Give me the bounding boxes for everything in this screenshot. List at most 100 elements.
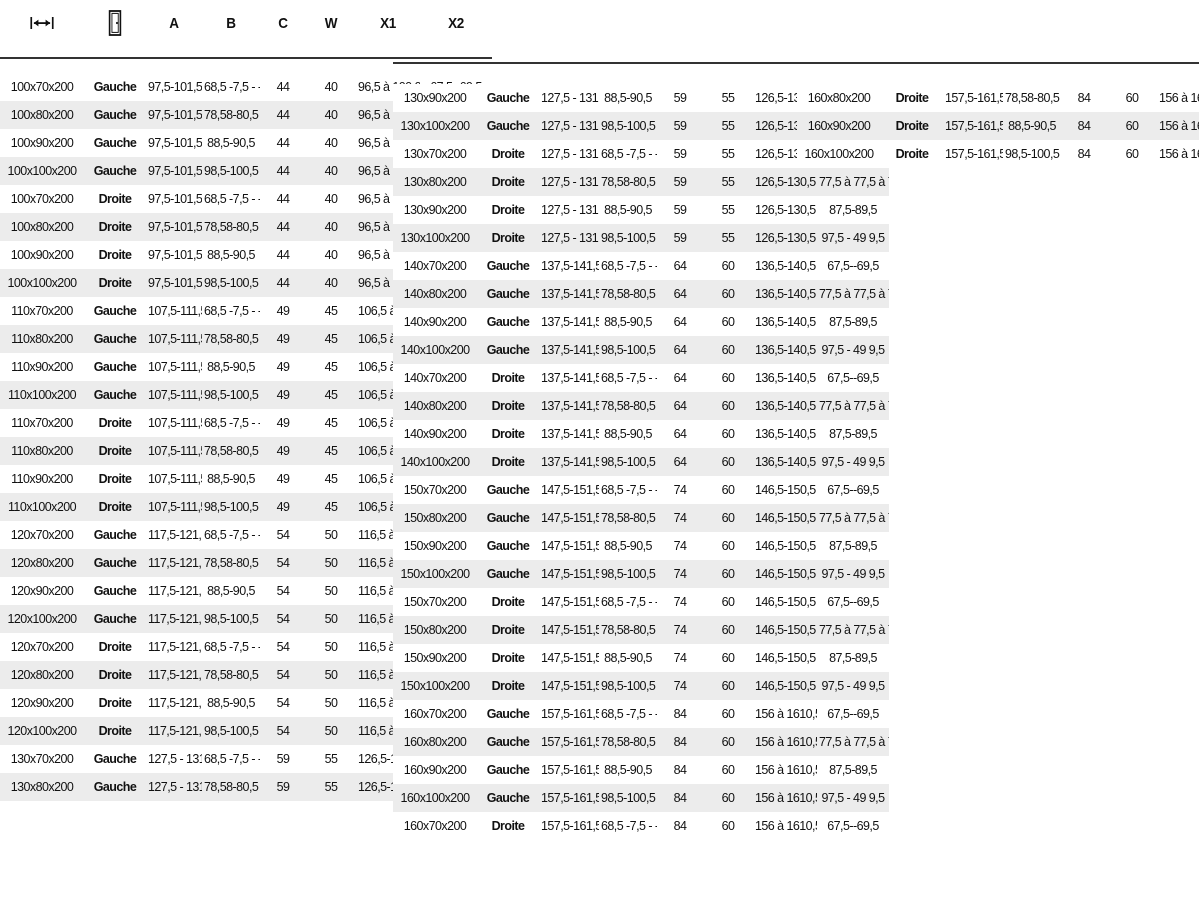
cell-x1: 136,5-140,5 xyxy=(755,371,816,385)
cell-x2: 87,5-89,5 xyxy=(829,203,877,217)
table-row[interactable]: 160x70x200 Droite 157,5-161,5 68,5 -7,5 - -… xyxy=(393,812,889,840)
cell-size: 130x70x200 xyxy=(403,147,467,161)
cell-side: Droite xyxy=(491,175,525,189)
table-row[interactable]: 150x80x200 Droite 147,5-151,5 78,58-80,5 74 6… xyxy=(393,616,889,644)
cell-c: 74 xyxy=(673,651,687,665)
cell-x1: 126,5-130,5 xyxy=(358,780,419,794)
table-row[interactable]: 130x70x200 Droite 127,5 - 131,568,5 -7,5 -… xyxy=(393,140,889,168)
cell-side: Droite xyxy=(895,119,929,133)
table-row[interactable]: 110x90x200 Droite 107,5-111,5 88,5-90,5 49 45… xyxy=(0,465,492,493)
table-row[interactable]: 120x90x200 Droite 117,5-121,5 88,5-90,5 54 50… xyxy=(0,689,492,717)
cell-a: 147,5-151,5 xyxy=(541,567,599,581)
table-row[interactable]: 130x80x200 Droite 127,5 - 131,578,58-80,5 5… xyxy=(393,168,889,196)
table-row[interactable]: 120x100x200 Droite 117,5-121,5 98,5-100,5 54… xyxy=(0,717,492,745)
table-row[interactable]: 130x100x200 Droite 127,5 - 131,598,5-100,5… xyxy=(393,224,889,252)
cell-side: Gauche xyxy=(486,511,530,525)
cell-b: 78,58-80,5 xyxy=(1005,91,1060,105)
rule-gap xyxy=(797,64,1199,84)
table-row[interactable]: 110x80x200 Droite 107,5-111,5 78,58-80,5 49 4… xyxy=(0,437,492,465)
table-row[interactable]: 140x80x200 Gauche 137,5-141,5 78,58-80,5 64 6… xyxy=(393,280,889,308)
table-row[interactable]: 150x90x200 Droite 147,5-151,5 88,5-90,5 74 60… xyxy=(393,644,889,672)
cell-size: 100x90x200 xyxy=(10,248,74,262)
table-row[interactable]: 110x90x200 Gauche 107,5-111,5 88,5-90,5 49 45… xyxy=(0,353,492,381)
table-row[interactable]: 150x90x200 Gauche 147,5-151,5 88,5-90,5 74 60… xyxy=(393,532,889,560)
table-row[interactable]: 160x100x200 Droite 157,5-161,5 98,5-100,5 84… xyxy=(797,140,1199,168)
cell-size: 160x80x200 xyxy=(807,91,871,105)
cell-x2: 67,5--69,5 xyxy=(827,483,879,497)
table-row[interactable]: 100x90x200 Gauche 97,5-101,5 88,5-90,5 44 40 9… xyxy=(0,129,492,157)
table-row[interactable]: 140x100x200 Gauche 137,5-141,5 98,5-100,5 64… xyxy=(393,336,889,364)
table-row[interactable]: 140x100x200 Droite 137,5-141,5 98,5-100,5 64… xyxy=(393,448,889,476)
table-row[interactable]: 150x80x200 Gauche 147,5-151,5 78,58-80,5 74 6… xyxy=(393,504,889,532)
cell-side: Droite xyxy=(491,399,525,413)
table-row[interactable]: 110x100x200 Droite 107,5-111,5 98,5-100,5 49… xyxy=(0,493,492,521)
cell-x1: 106,5 à 1100,5 xyxy=(358,332,420,346)
cell-c: 64 xyxy=(673,399,687,413)
cell-side: Gauche xyxy=(93,332,137,346)
table-row[interactable]: 160x70x200 Gauche 157,5-161,5 68,5 -7,5 - -… xyxy=(393,700,889,728)
table-row[interactable]: 160x90x200 Gauche 157,5-161,5 88,5-90,5 84 60… xyxy=(393,756,889,784)
table-row[interactable]: 120x70x200 Droite 117,5-121,5 68,5 -7,5 - -… xyxy=(0,633,492,661)
cell-x2: 67,5--69,5 xyxy=(430,416,482,430)
cell-x1: 156 à 1610,5 xyxy=(755,791,817,805)
cell-side: Droite xyxy=(491,203,525,217)
table-row[interactable]: 120x70x200 Gauche 117,5-121,5 68,5 -7,5 - -… xyxy=(0,521,492,549)
cell-side: Gauche xyxy=(486,763,530,777)
table-row[interactable]: 160x80x200 Droite 157,5-161,5 78,58-80,5 84 6… xyxy=(797,84,1199,112)
cell-size: 160x100x200 xyxy=(400,791,470,805)
cell-x2: 97,5 - 49 9,5 xyxy=(424,500,488,514)
table-row[interactable]: 130x70x200 Gauche 127,5 - 131,568,5 -7,5 -… xyxy=(0,745,492,773)
cell-w: 45 xyxy=(324,360,338,374)
cell-size: 130x100x200 xyxy=(400,231,470,245)
cell-x1: 126,5-130,5 xyxy=(358,752,419,766)
table-row[interactable]: 150x70x200 Droite 147,5-151,5 68,5 -7,5 - -… xyxy=(393,588,889,616)
table-row[interactable]: 110x70x200 Droite 107,5-111,5 68,5 -7,5 - -… xyxy=(0,409,492,437)
cell-w: 50 xyxy=(324,696,338,710)
table-row[interactable]: 160x90x200 Droite 157,5-161,5 88,5-90,5 84 60… xyxy=(797,112,1199,140)
table-row[interactable]: 120x80x200 Droite 117,5-121,5 78,58-80,5 54 5… xyxy=(0,661,492,689)
cell-x2: 67,5--69,5 xyxy=(430,304,482,318)
cell-x2: 87,5-89,5 xyxy=(829,763,877,777)
table-row[interactable]: 110x100x200 Gauche 107,5-111,5 98,5-100,5 49… xyxy=(0,381,492,409)
table-row[interactable]: 140x90x200 Gauche 137,5-141,5 88,5-90,5 64 60… xyxy=(393,308,889,336)
cell-a: 157,5-161,5 xyxy=(945,119,1003,133)
table-row[interactable]: 120x100x200 Gauche 117,5-121,5 98,5-100,5 54… xyxy=(0,605,492,633)
table-row[interactable]: 110x70x200 Gauche 107,5-111,5 68,5 -7,5 - -… xyxy=(0,297,492,325)
table-row[interactable]: 130x90x200 Gauche 127,5 - 131,5 88,5-90,5 59… xyxy=(393,84,889,112)
table-row[interactable]: 100x80x200 Droite 97,5-101,5 78,58-80,5 44 40… xyxy=(0,213,492,241)
table-row[interactable]: 110x80x200 Gauche 107,5-111,5 78,58-80,5 49 4… xyxy=(0,325,492,353)
table-row[interactable]: 100x100x200 Gauche 97,5-101,5 98,5-100,5 44 4… xyxy=(0,157,492,185)
table-row[interactable]: 130x90x200 Droite 127,5 - 131,5 88,5-90,5 59… xyxy=(393,196,889,224)
table-row[interactable]: 100x90x200 Droite 97,5-101,5 88,5-90,5 44 40 9… xyxy=(0,241,492,269)
cell-c: 64 xyxy=(673,371,687,385)
table-row[interactable]: 160x80x200 Gauche 157,5-161,5 78,58-80,5 84 6… xyxy=(393,728,889,756)
table-row[interactable]: 140x70x200 Gauche 137,5-141,5 68,5 -7,5 - -… xyxy=(393,252,889,280)
cell-b: 88,5-90,5 xyxy=(207,136,255,150)
table-row[interactable]: 120x90x200 Gauche 117,5-121,5 88,5-90,5 54 50… xyxy=(0,577,492,605)
cell-b: 68,5 -7,5 - - xyxy=(204,416,260,430)
table-row[interactable]: 140x70x200 Droite 137,5-141,5 68,5 -7,5 - -… xyxy=(393,364,889,392)
table-row[interactable]: 100x100x200 Droite 97,5-101,5 98,5-100,5 44 4… xyxy=(0,269,492,297)
cell-w: 60 xyxy=(721,791,735,805)
cell-b: 98,5-100,5 xyxy=(601,455,656,469)
cell-a: 107,5-111,5 xyxy=(148,500,202,514)
table-row[interactable]: 130x100x200 Gauche 127,5 - 131,598,5-100,5… xyxy=(393,112,889,140)
cell-x1: 96,5 à 100,0 xyxy=(358,276,420,290)
table-row[interactable]: 100x70x200 Droite 97,5-101,5 68,5 -7,5 - - 4… xyxy=(0,185,492,213)
table-row[interactable]: 130x80x200 Gauche 127,5 - 131,578,58-80,5 5… xyxy=(0,773,492,801)
table-row[interactable]: 150x100x200 Droite 147,5-151,5 98,5-100,5 74… xyxy=(393,672,889,700)
cell-x2: 87,5-89,5 xyxy=(432,136,480,150)
table-row[interactable]: 140x90x200 Droite 137,5-141,5 88,5-90,5 64 60… xyxy=(393,420,889,448)
table-row[interactable]: 100x70x200 Gauche 97,5-101,5 68,5 -7,5 - - 4… xyxy=(0,73,492,101)
cell-size: 140x100x200 xyxy=(400,455,470,469)
table-row[interactable]: 140x80x200 Droite 137,5-141,5 78,58-80,5 64 6… xyxy=(393,392,889,420)
cell-side: Droite xyxy=(491,819,525,833)
cell-x1: 136,5-140,5 xyxy=(755,259,816,273)
cell-b: 68,5 -7,5 - - xyxy=(204,80,260,94)
cell-side: Gauche xyxy=(486,287,530,301)
table-row[interactable]: 150x100x200 Gauche 147,5-151,5 98,5-100,5 74… xyxy=(393,560,889,588)
table-row[interactable]: 100x80x200 Gauche 97,5-101,5 78,58-80,5 44 40… xyxy=(0,101,492,129)
table-row[interactable]: 120x80x200 Gauche 117,5-121,5 78,58-80,5 54 5… xyxy=(0,549,492,577)
table-row[interactable]: 150x70x200 Gauche 147,5-151,5 68,5 -7,5 - -… xyxy=(393,476,889,504)
table-row[interactable]: 160x100x200 Gauche 157,5-161,5 98,5-100,5 84… xyxy=(393,784,889,812)
